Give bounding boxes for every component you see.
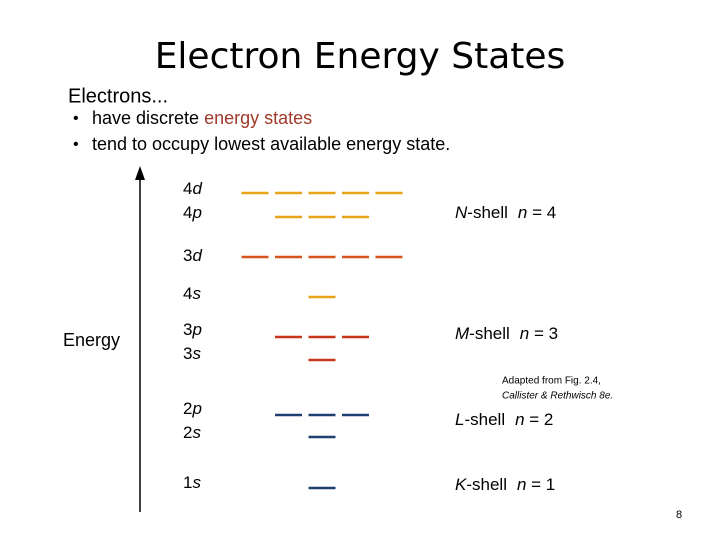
page-number: 8 [676,509,682,521]
quantum-value: = 1 [526,475,555,494]
arrow-head [135,166,145,180]
quantum-var: n [515,410,524,429]
bullet-dot: • [73,136,79,153]
level-l: p [191,399,201,418]
quantum-var: n [520,324,529,343]
title: Electron Energy States [155,36,566,77]
bullet-dot: • [73,110,79,127]
citation: Callister & Rethwisch 8e. [502,391,613,402]
level-l: s [192,473,201,492]
intro: Electrons... [68,85,168,107]
level-n: 2 [183,399,192,418]
level-n: 2 [183,423,192,442]
shell-label: K-shell n = 1 [455,475,555,494]
level-label: 2p [183,399,202,418]
shell-letter: N [455,203,468,222]
level-label: 3p [183,320,202,339]
shell-letter: L [455,410,464,429]
level-l: d [192,179,202,198]
level-n: 1 [183,473,192,492]
level-l: p [191,320,201,339]
level-n: 3 [183,320,192,339]
quantum-var: n [518,203,527,222]
level-n: 3 [183,246,192,265]
highlight: energy states [204,108,312,128]
level-n: 4 [183,203,192,222]
level-label: 1s [183,473,201,492]
citation: Adapted from Fig. 2.4, [502,376,601,387]
level-label: 3d [183,246,202,265]
quantum-value: = 4 [527,203,556,222]
quantum-var: n [517,475,526,494]
bullet: tend to occupy lowest available energy s… [92,134,450,154]
shell-letter: K [455,475,467,494]
shell-label: N-shell n = 4 [455,203,556,222]
level-l: d [192,246,202,265]
shell-suffix: -shell [466,475,507,494]
shell-suffix: -shell [467,203,508,222]
shell-suffix: -shell [469,324,510,343]
bullet: have discrete energy states [92,108,312,128]
quantum-value: = 3 [529,324,558,343]
level-l: s [192,423,201,442]
level-label: 4p [183,203,202,222]
level-l: p [191,203,201,222]
level-n: 4 [183,284,192,303]
shell-suffix: -shell [464,410,505,429]
shell-letter: M [455,324,470,343]
level-l: s [192,284,201,303]
level-label: 4d [183,179,202,198]
shell-label: M-shell n = 3 [455,324,558,343]
level-label: 3s [183,344,201,363]
axis-label: Energy [63,330,120,350]
level-label: 4s [183,284,201,303]
shells: N-shell n = 4M-shell n = 3L-shell n = 2K-sh… [455,203,558,494]
bullet-text: have discrete [92,108,204,128]
level-label: 2s [183,423,201,442]
level-n: 4 [183,179,192,198]
level-l: s [192,344,201,363]
level-n: 3 [183,344,192,363]
shell-label: L-shell n = 2 [455,410,553,429]
quantum-value: = 2 [525,410,554,429]
